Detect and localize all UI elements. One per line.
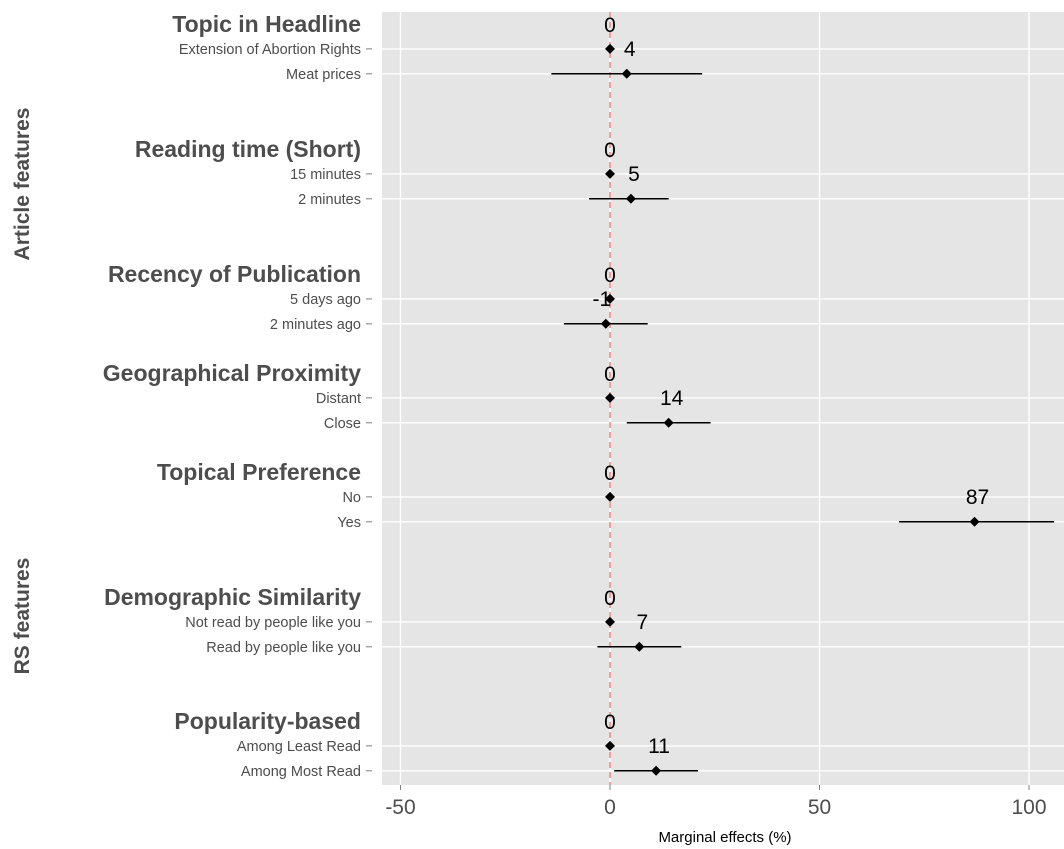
estimate-point — [605, 491, 615, 502]
section-label: RS features — [11, 558, 34, 675]
level-label: Meat prices — [286, 67, 361, 83]
level-label: Among Least Read — [237, 739, 361, 755]
estimate-point — [605, 616, 615, 627]
estimate-point — [605, 392, 615, 403]
baseline-value-label: 0 — [604, 587, 616, 610]
estimate-point — [625, 193, 636, 204]
estimate-point — [605, 168, 615, 179]
group-title: Popularity-based — [174, 708, 361, 734]
effect-value-label: 5 — [628, 163, 640, 186]
baseline-value-label: 0 — [604, 462, 616, 485]
level-label: No — [342, 490, 361, 506]
level-label: Not read by people like you — [185, 615, 361, 631]
estimate-point — [605, 293, 615, 304]
estimate-point — [600, 318, 611, 329]
group-title: Topic in Headline — [172, 11, 361, 37]
level-label: 2 minutes ago — [270, 317, 361, 333]
estimate-point — [634, 641, 645, 652]
x-tick-label: 50 — [808, 796, 831, 819]
estimate-point — [969, 516, 980, 527]
level-label: 15 minutes — [290, 167, 361, 183]
level-label: Distant — [316, 391, 361, 407]
estimate-point — [605, 740, 615, 751]
grid-lines — [382, 12, 1064, 785]
estimate-point — [605, 43, 615, 54]
level-label: 5 days ago — [290, 292, 361, 308]
x-axis: -50 0 50 100 — [385, 785, 1047, 819]
level-label: Yes — [337, 515, 361, 531]
x-tick-label: 100 — [1011, 796, 1046, 819]
baseline-value-label: 0 — [604, 363, 616, 386]
group-title: Geographical Proximity — [103, 360, 361, 386]
baseline-value-label: 0 — [604, 264, 616, 287]
level-label: Read by people like you — [206, 640, 361, 656]
group-title: Topical Preference — [157, 459, 361, 485]
x-tick-label: -50 — [385, 796, 415, 819]
level-label: Close — [324, 416, 361, 432]
level-label: Extension of Abortion Rights — [179, 42, 361, 58]
section-labels: Article features RS features — [11, 108, 34, 675]
estimate-point — [621, 68, 632, 79]
y-axis-labels: Topic in Headline Extension of Abortion R… — [103, 11, 372, 780]
section-label: Article features — [11, 108, 34, 261]
group-title: Reading time (Short) — [135, 136, 361, 162]
x-axis-label: Marginal effects (%) — [658, 829, 791, 846]
level-label: Among Most Read — [241, 764, 361, 780]
baseline-value-label: 0 — [604, 14, 616, 37]
baseline-value-label: 0 — [604, 139, 616, 162]
group-title: Demographic Similarity — [104, 584, 361, 610]
effect-value-label: 4 — [624, 38, 636, 61]
effect-value-label: 7 — [636, 611, 648, 634]
effect-value-label: -1 — [592, 288, 611, 311]
effect-value-label: 87 — [966, 486, 989, 509]
baseline-value-label: 0 — [604, 711, 616, 734]
estimate-point — [651, 765, 662, 776]
effect-value-label: 14 — [660, 387, 684, 410]
x-tick-label: 0 — [604, 796, 616, 819]
effect-value-label: 11 — [648, 735, 670, 758]
level-label: 2 minutes — [298, 192, 361, 208]
group-title: Recency of Publication — [108, 261, 361, 287]
estimate-point — [663, 417, 674, 428]
